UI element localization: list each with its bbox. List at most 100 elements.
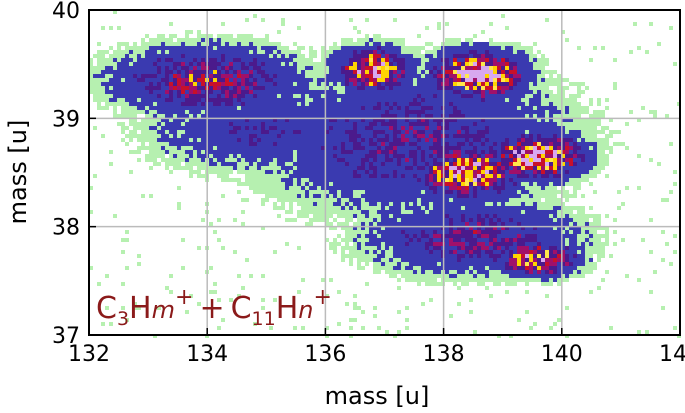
heatmap-cell [365,134,369,138]
heatmap-cell [161,58,165,62]
heatmap-cell [109,94,113,98]
heatmap-cell [237,94,241,98]
heatmap-cell [121,130,125,134]
heatmap-cell [501,262,505,266]
heatmap-cell [293,130,297,134]
heatmap-cell [437,226,441,230]
heatmap-cell [485,162,489,166]
heatmap-cell [381,102,385,106]
heatmap-cell [397,258,401,262]
heatmap-cell [377,94,381,98]
heatmap-cell [445,234,449,238]
heatmap-cell [373,42,377,46]
heatmap-cell [233,178,237,182]
heatmap-cell [317,110,321,114]
heatmap-cell [229,150,233,154]
heatmap-cell [325,110,329,114]
heatmap-cell [97,74,101,78]
heatmap-cell [373,202,377,206]
heatmap-cell [309,106,313,110]
heatmap-cell [185,66,189,70]
heatmap-cell [469,102,473,106]
heatmap-cell [273,98,277,102]
heatmap-cell [493,50,497,54]
heatmap-cell [509,158,513,162]
heatmap-cell [481,262,485,266]
heatmap-cell [349,102,353,106]
heatmap-cell [325,174,329,178]
heatmap-cell [373,314,377,318]
heatmap-cell [381,42,385,46]
heatmap-cell [457,130,461,134]
heatmap-cell [433,158,437,162]
heatmap-cell [429,190,433,194]
heatmap-cell [401,186,405,190]
heatmap-cell [489,250,493,254]
heatmap-cell [325,202,329,206]
heatmap-cell [397,226,401,230]
heatmap-cell [345,242,349,246]
heatmap-cell [281,134,285,138]
heatmap-cell [369,254,373,258]
heatmap-cell [361,106,365,110]
heatmap-cell [429,214,433,218]
heatmap-cell [281,78,285,82]
heatmap-cell [361,214,365,218]
heatmap-cell [177,186,181,190]
heatmap-cell [317,94,321,98]
heatmap-cell [333,94,337,98]
heatmap-cell [513,230,517,234]
heatmap-cell [105,58,109,62]
heatmap-cell [297,290,301,294]
heatmap-cell [257,94,261,98]
heatmap-cell [417,58,421,62]
heatmap-cell [213,50,217,54]
heatmap-cell [217,326,221,330]
heatmap-cell [501,158,505,162]
heatmap-cell [469,162,473,166]
heatmap-cell [89,62,93,66]
heatmap-cell [301,82,305,86]
heatmap-cell [453,214,457,218]
heatmap-cell [469,270,473,274]
heatmap-cell [369,142,373,146]
heatmap-cell [457,150,461,154]
heatmap-cell [169,70,173,74]
heatmap-cell [381,174,385,178]
heatmap-cell [477,94,481,98]
heatmap-cell [505,50,509,54]
heatmap-cell [457,254,461,258]
heatmap-cell [513,150,517,154]
heatmap-cell [397,222,401,226]
heatmap-cell [385,270,389,274]
heatmap-cell [357,206,361,210]
heatmap-cell [229,94,233,98]
heatmap-cell [305,146,309,150]
heatmap-cell [197,166,201,170]
heatmap-cell [237,114,241,118]
heatmap-cell [165,86,169,90]
heatmap-cell [381,142,385,146]
heatmap-cell [377,254,381,258]
heatmap-cell [385,102,389,106]
heatmap-cell [313,214,317,218]
heatmap-cell [189,50,193,54]
heatmap-cell [97,66,101,70]
heatmap-cell [353,138,357,142]
heatmap-cell [149,158,153,162]
heatmap-cell [109,26,113,30]
heatmap-cell [173,114,177,118]
heatmap-cell [505,162,509,166]
heatmap-cell [493,214,497,218]
heatmap-cell [337,242,341,246]
heatmap-cell [145,154,149,158]
heatmap-cell [413,190,417,194]
heatmap-cell [505,258,509,262]
heatmap-cell [141,138,145,142]
heatmap-cell [513,210,517,214]
heatmap-cell [401,170,405,174]
heatmap-cell [397,142,401,146]
heatmap-cell [517,266,521,270]
heatmap-cell [261,126,265,130]
heatmap-cell [401,142,405,146]
